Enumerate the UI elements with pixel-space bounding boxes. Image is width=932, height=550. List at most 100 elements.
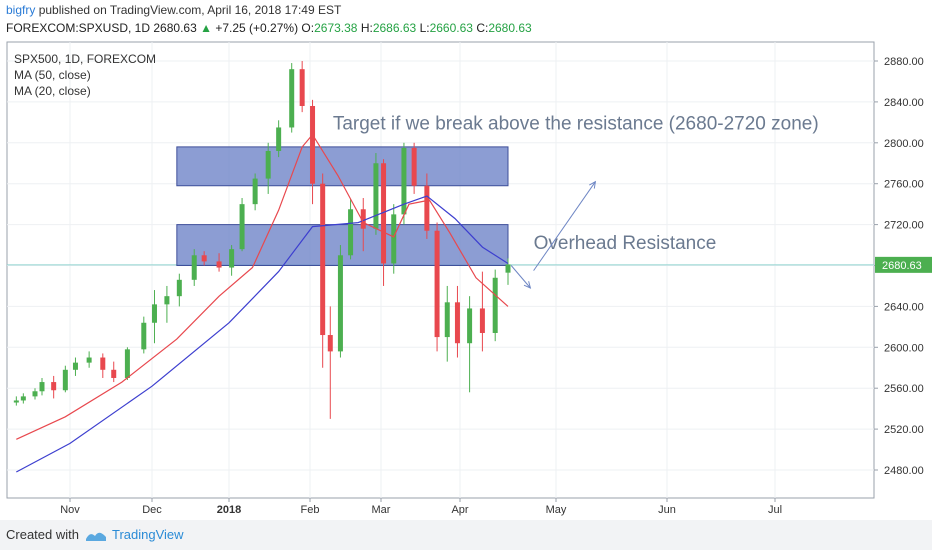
open-label: O: [301,21,315,35]
candle-body [39,382,45,392]
y-tick-label: 2840.00 [884,97,924,109]
candle-body [320,183,326,336]
x-tick-label: Apr [451,504,468,516]
candle-body [32,391,38,397]
candle-body [151,304,157,323]
tradingview-logo-icon [86,532,106,541]
candle-body [444,302,450,338]
candle-body [381,163,387,264]
x-tick-label: 2018 [217,504,241,516]
x-tick-label: Feb [301,504,320,516]
candle-body [176,279,182,297]
y-tick-label: 2640.00 [884,301,924,313]
legend-title: SPX500, 1D, FOREXCOM [14,52,156,66]
price-change: +7.25 (+0.27%) [215,21,299,35]
candle-body [327,335,333,352]
candle-body [191,255,197,280]
x-tick-label: Jun [658,504,676,516]
candle-body [201,255,207,262]
x-tick-label: May [546,504,567,516]
open-value: 2673.38 [314,21,358,35]
legend-ma50: MA (50, close) [14,68,91,82]
candle-body [299,69,305,106]
created-with-text: Created with [6,527,79,542]
x-tick-label: Nov [60,504,80,516]
candle-body [124,349,130,378]
price-chart[interactable]: Target if we break above the resistance … [0,38,932,520]
low-label: L: [419,21,430,35]
candle-body [411,147,417,186]
candle-body [141,322,147,350]
close-value: 2680.63 [488,21,532,35]
candles-layer [13,61,511,419]
candle-body [13,400,19,403]
x-tick-label: Mar [372,504,391,516]
candle-body [492,277,498,333]
candle-body [229,249,235,268]
target-annotation: Target if we break above the resistance … [333,113,819,134]
candle-body [454,302,460,344]
y-tick-label: 2600.00 [884,342,924,354]
footer: Created with TradingView [0,520,932,550]
y-tick-label: 2880.00 [884,56,924,68]
candle-body [51,382,57,391]
candle-body [86,357,92,363]
candle-body [100,357,106,370]
y-tick-label: 2720.00 [884,220,924,232]
y-tick-label: 2520.00 [884,424,924,436]
candle-body [467,308,473,344]
candle-body [337,255,343,352]
publish-info: bigfry published on TradingView.com, Apr… [6,3,341,17]
candle-body [479,308,485,333]
pullback-arrow-head [523,281,532,289]
candle-body [265,150,271,179]
candle-body [239,204,245,250]
chart-header: bigfry published on TradingView.com, Apr… [0,0,932,38]
axis-layer: 2880.00 2840.00 2800.00 2760.00 2720.00 2680.… [60,56,932,516]
publish-text: published on TradingView.com, April 16, … [38,3,342,17]
x-tick-label: Dec [142,504,162,516]
tradingview-link[interactable]: TradingView [112,527,184,542]
candle-body [434,230,440,338]
candle-body [310,105,316,184]
last-price-tag [875,256,932,273]
candle-body [164,296,170,305]
chart-legend: SPX500, 1D, FOREXCOM MA (50, close) MA (… [14,52,156,98]
close-label: C: [476,21,489,35]
candle-body [72,362,78,370]
candle-body [391,214,397,264]
candle-body [62,369,68,391]
last-price: 2680.63 [153,21,197,35]
author-link[interactable]: bigfry [6,3,36,17]
up-triangle-icon: ▲ [200,21,212,35]
x-tick-label: Jul [768,504,782,516]
candle-body [505,264,511,273]
candle-body [216,261,222,268]
candle-body [289,69,295,128]
candle-body [20,396,26,401]
legend-ma20: MA (20, close) [14,84,91,98]
candle-body [373,163,379,229]
candle-body [111,369,117,378]
pullback-arrow [510,265,531,289]
symbol-info: FOREXCOM:SPXUSD, 1D 2680.63 ▲ +7.25 (+0.… [6,21,532,35]
breakout-arrow [533,181,596,271]
y-tick-label: 2560.00 [884,383,924,395]
high-label: H: [360,21,373,35]
annotation-layer: Target if we break above the resistance … [333,113,819,289]
high-value: 2686.63 [372,21,417,35]
ma20-line [16,133,509,440]
low-value: 2660.63 [429,21,473,35]
candle-body [360,209,366,229]
candle-body [401,147,407,215]
y-tick-label: 2760.00 [884,179,924,191]
candle-body [252,178,258,205]
resistance-annotation: Overhead Resistance [534,233,717,254]
candle-body [276,127,282,151]
grid-layer [7,42,874,498]
y-tick-label: 2480.00 [884,465,924,477]
target-zone [176,146,509,187]
candle-body [424,185,430,231]
breakout-arrow-head [589,180,597,189]
last-price-label: 2680.63 [882,260,922,272]
